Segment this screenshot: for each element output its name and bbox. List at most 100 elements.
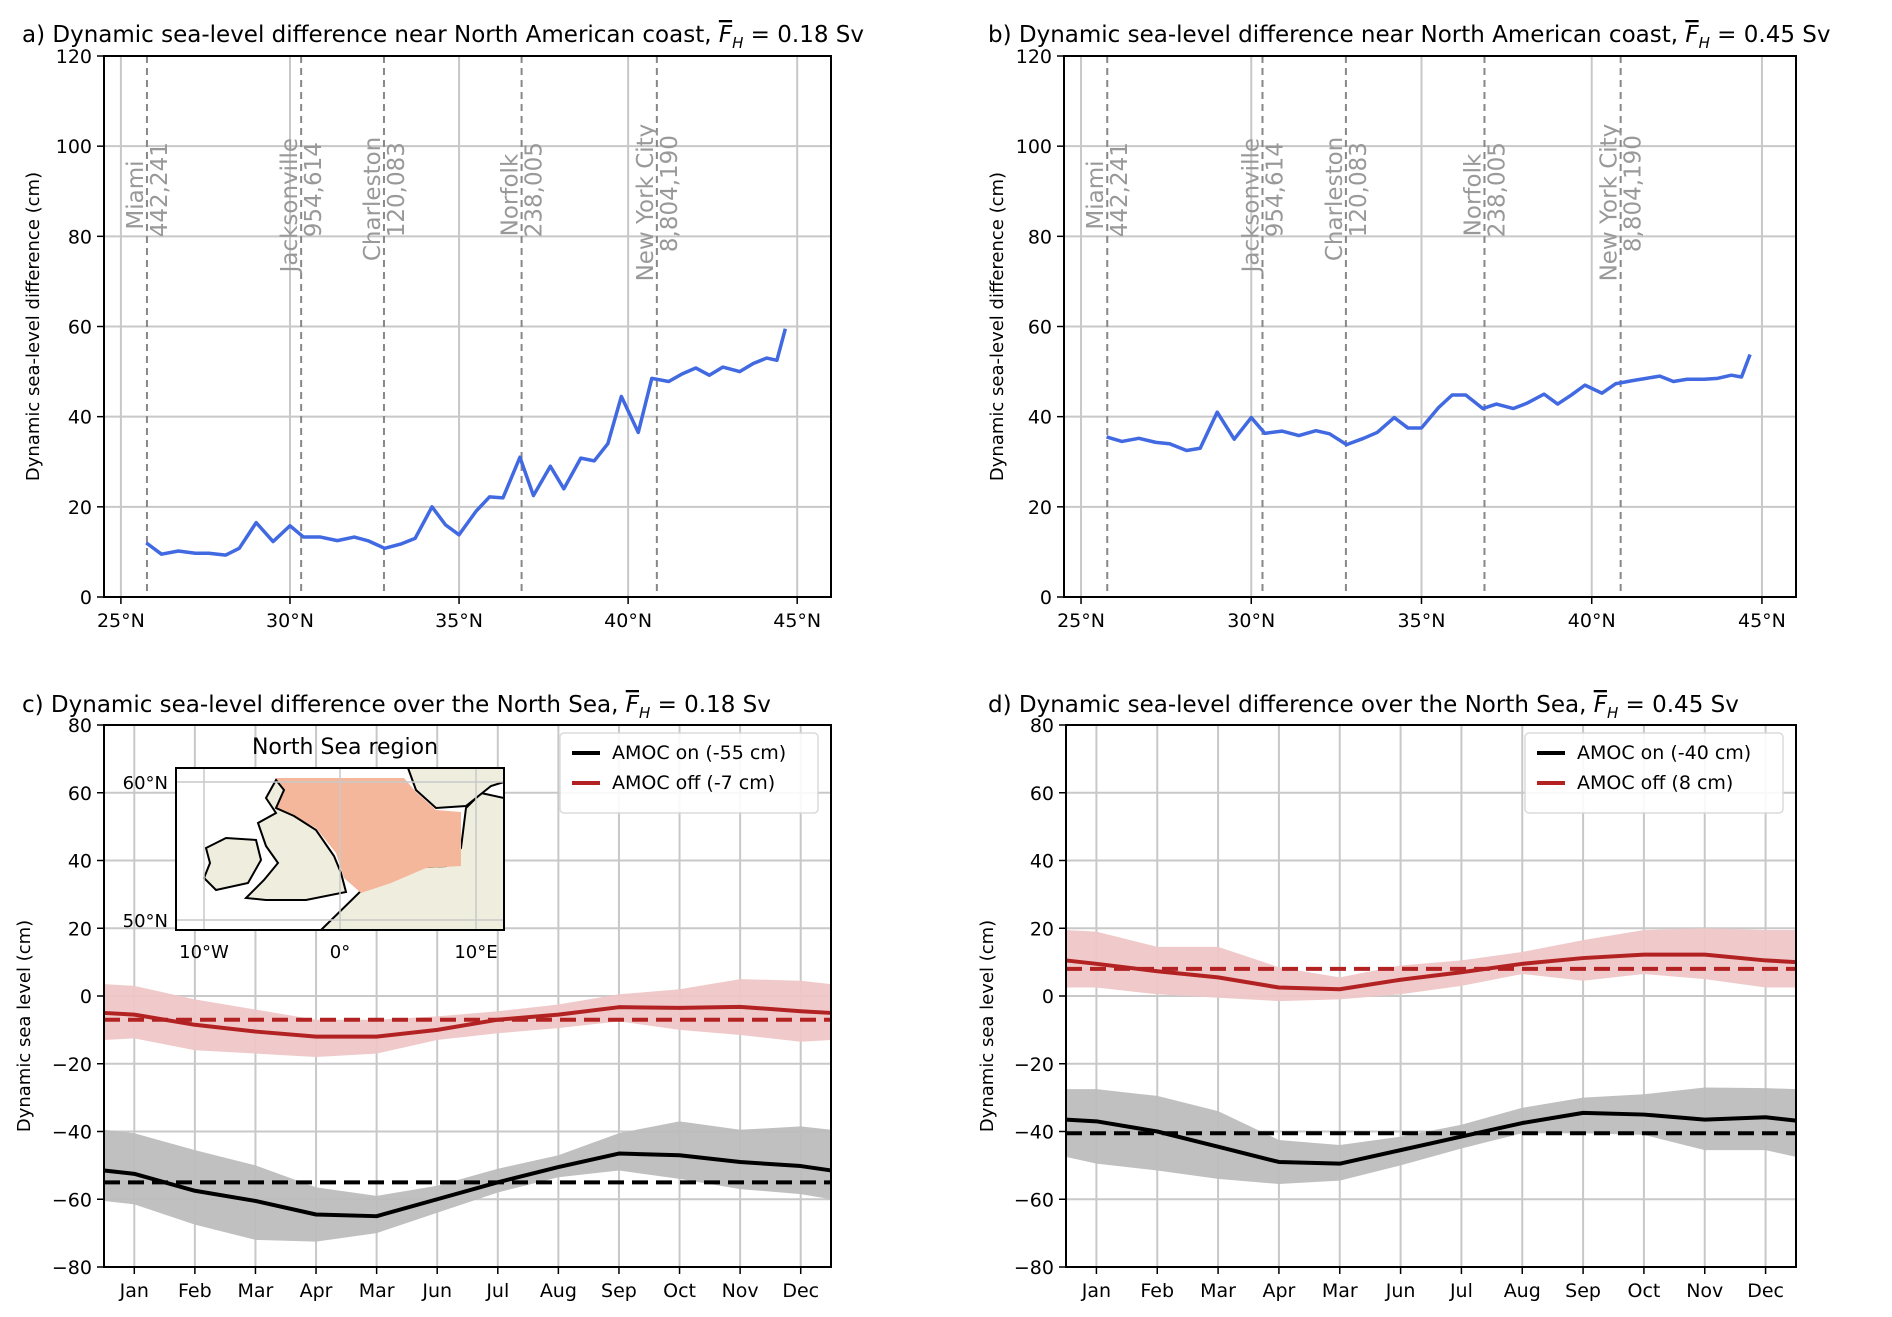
y-tick-label: 0 (80, 587, 92, 609)
title-text: d) Dynamic sea-level difference over the… (988, 692, 1594, 718)
x-tick-label: Mar (238, 1280, 274, 1302)
y-tick-label: 80 (1030, 715, 1054, 737)
series-line-1 (1065, 952, 1797, 992)
city-population-label: 120,083 (384, 142, 410, 237)
city-population-label: 238,005 (1484, 142, 1510, 237)
legend-label: AMOC on (-55 cm) (612, 742, 786, 764)
y-tick-label: 80 (1028, 226, 1052, 248)
x-tick-label: 45°N (773, 610, 821, 632)
x-tick-label: Jan (1081, 1280, 1111, 1302)
x-tick-label: Nov (1686, 1280, 1723, 1302)
y-tick-label: −80 (1014, 1257, 1054, 1279)
city-population-label: 120,083 (1346, 142, 1372, 237)
series-line-0 (103, 1151, 832, 1219)
x-tick-label: Nov (722, 1280, 759, 1302)
x-tick-label: Aug (1504, 1280, 1541, 1302)
x-tick-label: Jun (421, 1280, 452, 1302)
y-tick-label: 120 (1016, 46, 1052, 68)
series-line-1 (103, 1004, 832, 1039)
title-text: b) Dynamic sea-level difference near Nor… (988, 22, 1685, 48)
y-tick-label: 100 (1016, 136, 1052, 158)
y-tick-label: 20 (68, 497, 92, 519)
panel-c: c) Dynamic sea-level difference over the… (14, 692, 832, 1302)
title-text: a) Dynamic sea-level difference near Nor… (22, 22, 719, 48)
y-tick-label: 60 (68, 783, 92, 805)
city-name-label: Norfolk (498, 153, 524, 236)
city-name-label: Miami (123, 160, 149, 229)
legend-box (1524, 732, 1784, 814)
y-tick-label: 40 (1028, 407, 1052, 429)
title-suffix: = 0.45 Sv (1618, 692, 1739, 718)
x-tick-label: Feb (1140, 1280, 1174, 1302)
y-axis-label: Dynamic sea-level difference (cm) (987, 172, 1008, 481)
y-tick-label: 120 (56, 46, 92, 68)
x-tick-label: Jul (485, 1280, 509, 1302)
panel-a: a) Dynamic sea-level difference near Nor… (22, 22, 864, 632)
panel-b: b) Dynamic sea-level difference near Nor… (987, 22, 1831, 632)
y-tick-label: 0 (80, 986, 92, 1008)
city-name-label: New York City (1597, 124, 1623, 282)
city-name-label: Jacksonville (1238, 138, 1264, 274)
x-tick-label: 30°N (1227, 610, 1275, 632)
x-tick-label: Jan (119, 1280, 149, 1302)
city-population-label: 238,005 (522, 142, 548, 237)
uncertainty-band-0 (1066, 1087, 1796, 1185)
x-tick-label: 40°N (1568, 610, 1616, 632)
x-tick-label: Dec (1747, 1280, 1784, 1302)
axes-frame (103, 55, 832, 598)
title-suffix: = 0.18 Sv (743, 22, 864, 48)
axes-frame (1065, 724, 1797, 1268)
y-tick-label: −60 (52, 1189, 92, 1211)
city-population-label: 954,614 (1262, 142, 1288, 237)
x-tick-label: Oct (1627, 1280, 1660, 1302)
uncertainty-band-1 (1066, 928, 1796, 1002)
great-britain-land (243, 778, 348, 901)
axes-frame (103, 724, 832, 1268)
x-tick-label: 45°N (1738, 610, 1786, 632)
y-tick-label: 40 (68, 851, 92, 873)
panel-d: d) Dynamic sea-level difference over the… (977, 692, 1797, 1302)
y-tick-label: 80 (68, 226, 92, 248)
y-tick-label: −40 (1014, 1122, 1054, 1144)
city-name-label: New York City (633, 124, 659, 282)
x-tick-label: 35°N (1398, 610, 1446, 632)
city-population-label: 8,804,190 (657, 135, 683, 252)
title-text: c) Dynamic sea-level difference over the… (22, 692, 626, 718)
city-name-label: Charleston (360, 137, 386, 261)
x-tick-label: Jun (1385, 1280, 1416, 1302)
y-tick-label: 20 (1028, 497, 1052, 519)
inset-x-tick-label: 10°E (454, 942, 497, 963)
data-line (1106, 353, 1752, 453)
x-tick-label: Apr (1262, 1280, 1295, 1302)
y-tick-label: 20 (68, 918, 92, 940)
title-subscript: H (732, 34, 743, 52)
title-symbol: F (1594, 692, 1608, 718)
x-tick-label: Oct (663, 1280, 696, 1302)
inset-x-tick-label: 10°W (179, 942, 229, 963)
legend-label: AMOC off (-7 cm) (612, 772, 775, 794)
title-subscript: H (639, 704, 650, 722)
inset-x-tick-label: 0° (330, 942, 350, 963)
y-axis-label: Dynamic sea level (cm) (977, 920, 998, 1132)
title-symbol: F (1685, 22, 1699, 48)
title-subscript: H (1699, 34, 1710, 52)
title-suffix: = 0.18 Sv (650, 692, 771, 718)
y-tick-label: −20 (1014, 1054, 1054, 1076)
inset-map: North Sea region 60°N 50°N 10°W 0° 10°E (123, 735, 505, 963)
x-tick-label: Mar (359, 1280, 395, 1302)
city-name-label: Norfolk (1460, 153, 1486, 236)
y-axis-label: Dynamic sea-level difference (cm) (23, 172, 44, 481)
chart-title: a) Dynamic sea-level difference near Nor… (22, 22, 864, 52)
y-tick-label: −80 (52, 1257, 92, 1279)
title-symbol: F (719, 22, 733, 48)
inset-title: North Sea region (252, 735, 438, 760)
y-tick-label: 60 (1028, 317, 1052, 339)
inset-y-tick-label: 50°N (123, 911, 168, 932)
inset-y-tick-label: 60°N (123, 773, 168, 794)
legend: AMOC on (-40 cm) AMOC off (8 cm) (1524, 732, 1784, 814)
x-tick-label: Jul (1449, 1280, 1473, 1302)
y-tick-label: −60 (1014, 1189, 1054, 1211)
y-tick-label: 40 (1030, 851, 1054, 873)
x-tick-label: Sep (1565, 1280, 1601, 1302)
y-tick-label: 20 (1030, 918, 1054, 940)
